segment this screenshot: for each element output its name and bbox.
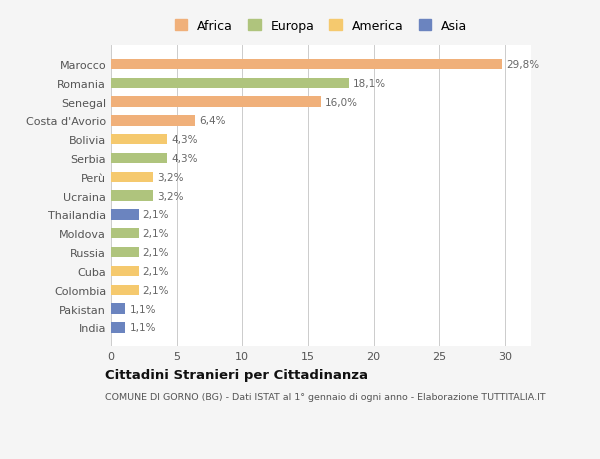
Text: 2,1%: 2,1%	[143, 247, 169, 257]
Bar	[111, 229, 139, 239]
Bar	[111, 266, 139, 276]
Text: 1,1%: 1,1%	[130, 304, 156, 314]
Text: 18,1%: 18,1%	[353, 78, 386, 89]
Bar	[111, 116, 195, 126]
Text: 16,0%: 16,0%	[325, 97, 358, 107]
Bar	[111, 304, 125, 314]
Bar	[111, 134, 167, 145]
Bar	[111, 247, 139, 258]
Text: 4,3%: 4,3%	[172, 135, 198, 145]
Text: 2,1%: 2,1%	[143, 210, 169, 220]
Bar	[111, 60, 502, 70]
Bar	[111, 191, 153, 202]
Text: 3,2%: 3,2%	[157, 191, 184, 201]
Bar	[111, 153, 167, 164]
Legend: Africa, Europa, America, Asia: Africa, Europa, America, Asia	[171, 16, 471, 37]
Text: 1,1%: 1,1%	[130, 323, 156, 333]
Text: 6,4%: 6,4%	[199, 116, 226, 126]
Bar	[111, 78, 349, 89]
Text: 29,8%: 29,8%	[506, 60, 539, 70]
Bar	[111, 210, 139, 220]
Bar	[111, 97, 321, 107]
Text: 3,2%: 3,2%	[157, 173, 184, 182]
Bar	[111, 172, 153, 183]
Bar	[111, 285, 139, 295]
Text: 2,1%: 2,1%	[143, 266, 169, 276]
Bar	[111, 323, 125, 333]
Text: Cittadini Stranieri per Cittadinanza: Cittadini Stranieri per Cittadinanza	[105, 369, 368, 382]
Text: 4,3%: 4,3%	[172, 154, 198, 164]
Text: 2,1%: 2,1%	[143, 229, 169, 239]
Text: 2,1%: 2,1%	[143, 285, 169, 295]
Text: COMUNE DI GORNO (BG) - Dati ISTAT al 1° gennaio di ogni anno - Elaborazione TUTT: COMUNE DI GORNO (BG) - Dati ISTAT al 1° …	[105, 392, 545, 401]
